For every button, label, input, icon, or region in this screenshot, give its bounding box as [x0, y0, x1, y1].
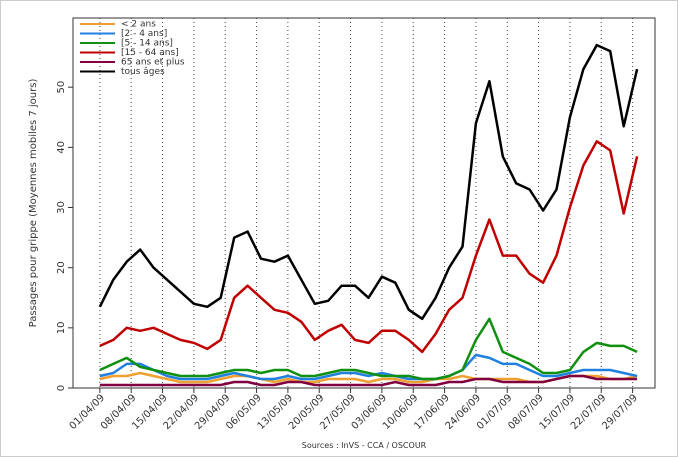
- series-line: [99, 374, 638, 387]
- legend-label: < 2 ans: [121, 20, 156, 30]
- plot-frame: [72, 17, 656, 389]
- y-tick-label: 40: [56, 141, 67, 154]
- y-tick-label: 0: [56, 385, 67, 391]
- y-tick-label: 10: [56, 321, 67, 334]
- legend-label: [15 - 64 ans]: [121, 48, 179, 58]
- series-line: [98, 43, 639, 321]
- series-line: [99, 140, 639, 354]
- y-tick-label: 50: [56, 81, 67, 94]
- legend-label: [2 - 4 ans]: [121, 29, 167, 39]
- legend-label: [5 - 14 ans]: [121, 39, 173, 49]
- y-axis-label: Passages pour grippe (Moyennes mobiles 7…: [28, 79, 39, 328]
- x-axis-label: Sources : InVS - CCA / OSCOUR: [302, 441, 427, 450]
- y-tick-label: 20: [56, 261, 67, 274]
- legend-label: tous âges: [121, 67, 165, 77]
- series-line: [99, 317, 638, 381]
- legend-label: 65 ans et plus: [121, 58, 185, 68]
- series-line: [99, 353, 638, 381]
- y-tick-label: 30: [56, 201, 67, 214]
